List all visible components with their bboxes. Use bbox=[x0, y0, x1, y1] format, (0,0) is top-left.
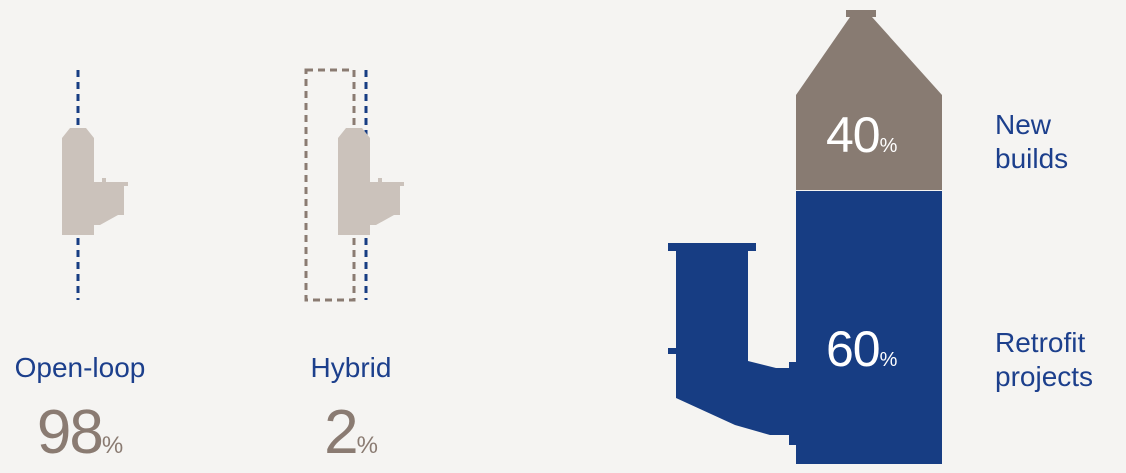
open-loop-percentage: 98% bbox=[0, 402, 160, 464]
new-builds-percentage: 40% bbox=[826, 110, 897, 160]
retrofit-segment bbox=[668, 191, 942, 464]
new-builds-label-line2: builds bbox=[995, 143, 1069, 174]
new-builds-label: New builds bbox=[995, 108, 1068, 176]
hybrid-percentage: 2% bbox=[286, 402, 416, 464]
open-loop-unit: % bbox=[101, 432, 124, 459]
new-builds-value: 40 bbox=[826, 107, 881, 163]
retrofit-label: Retrofit projects bbox=[995, 326, 1093, 394]
retrofit-unit: % bbox=[879, 349, 898, 371]
retrofit-label-line2: projects bbox=[995, 361, 1094, 392]
new-builds-unit: % bbox=[879, 135, 898, 157]
retrofit-percentage: 60% bbox=[826, 324, 897, 374]
open-loop-value: 98 bbox=[36, 398, 104, 467]
open-loop-scrubber-icon bbox=[62, 70, 128, 300]
retrofit-label-line1: Retrofit bbox=[995, 327, 1086, 358]
hybrid-label: Hybrid bbox=[310, 352, 392, 383]
retrofit-value: 60 bbox=[826, 321, 881, 377]
open-loop-label: Open-loop bbox=[14, 352, 146, 383]
hybrid-unit: % bbox=[356, 432, 378, 459]
new-builds-label-line1: New bbox=[995, 109, 1052, 140]
hybrid-value: 2 bbox=[324, 398, 359, 467]
hybrid-scrubber-icon bbox=[304, 68, 404, 302]
new-builds-segment bbox=[796, 10, 942, 190]
